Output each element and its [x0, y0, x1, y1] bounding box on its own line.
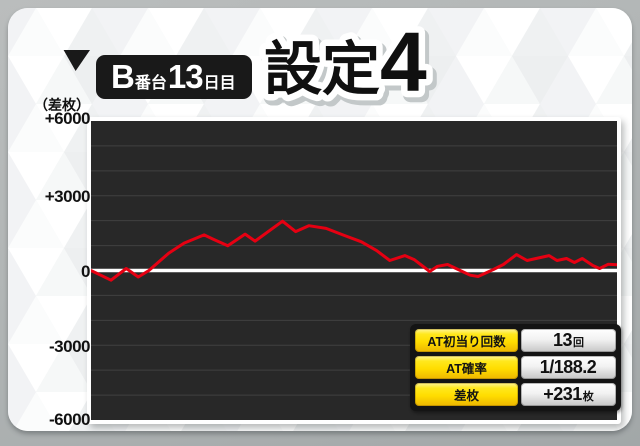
stats-table: AT初当り回数 13 回 AT確率 1/188.2 差枚 +231 枚 [410, 324, 621, 411]
machine-suffix: 番台 [134, 75, 167, 92]
y-axis-tick: -3000 [49, 337, 90, 356]
svg-text:設定4: 設定4 [267, 19, 430, 108]
stat-label-at-hits: AT初当り回数 [415, 329, 518, 352]
table-row: 差枚 +231 枚 [415, 383, 616, 406]
content-card: B 番台 13 日目 設定4 設定4 （差枚） +6000 +3000 0 -3… [8, 8, 632, 431]
table-row: AT初当り回数 13 回 [415, 329, 616, 352]
machine-day-bubble: B 番台 13 日目 [96, 55, 252, 99]
stat-label-at-rate: AT確率 [415, 356, 518, 379]
y-axis-tick: +6000 [44, 109, 91, 128]
y-axis-tick: 0 [81, 262, 90, 281]
title-main-text: 設定 [264, 37, 380, 102]
day-number: 13 [167, 58, 204, 95]
stat-value-diff-medals: +231 枚 [521, 383, 616, 406]
stat-value-at-hits: 13 回 [521, 329, 616, 352]
slump-line [91, 219, 617, 282]
stat-label-diff-medals: 差枚 [415, 383, 518, 406]
stat-value-at-rate: 1/188.2 [521, 356, 616, 379]
title-shadow-text: 設定 [267, 41, 383, 106]
day-suffix: 日目 [203, 75, 236, 92]
table-row: AT確率 1/188.2 [415, 356, 616, 379]
page-title: 設定4 設定4 [258, 16, 438, 108]
machine-letter: B [111, 58, 135, 95]
y-axis-tick: +3000 [44, 187, 91, 206]
svg-text:設定4: 設定4 [264, 16, 427, 108]
y-axis-tick: -6000 [49, 410, 90, 429]
y-axis-unit-label: （差枚） [34, 97, 90, 113]
